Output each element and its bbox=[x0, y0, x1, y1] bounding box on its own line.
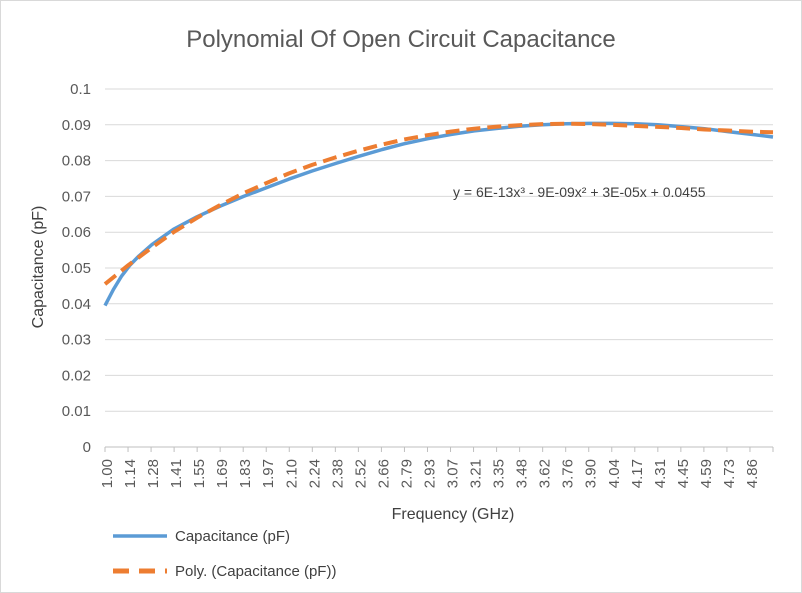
x-tick-label: 4.73 bbox=[721, 459, 738, 488]
y-tick-label: 0.04 bbox=[62, 296, 91, 313]
grid-lines bbox=[105, 88, 773, 412]
y-tick-labels: 0 0.01 0.02 0.03 0.04 0.05 0.06 0.07 0.08 0.09 0.1 bbox=[62, 81, 91, 456]
y-tick-label: 0.05 bbox=[62, 260, 91, 277]
y-tick-label: 0.1 bbox=[70, 81, 91, 98]
x-tick-label: 2.24 bbox=[306, 459, 323, 488]
x-tick-label: 4.45 bbox=[675, 459, 692, 488]
x-tick-label: 1.97 bbox=[260, 459, 277, 488]
y-axis-label: Capacitance (pF) bbox=[30, 206, 47, 329]
x-tick-label: 2.79 bbox=[398, 459, 415, 488]
x-tick-label: 1.41 bbox=[168, 459, 185, 488]
x-tick-label: 2.38 bbox=[329, 459, 346, 488]
legend-label: Poly. (Capacitance (pF)) bbox=[175, 563, 336, 580]
x-tick-label: 4.59 bbox=[698, 459, 715, 488]
x-tick-label: 2.66 bbox=[375, 459, 392, 488]
series-line-poly-trendline bbox=[103, 121, 774, 286]
x-tick-label: 3.35 bbox=[491, 459, 508, 488]
x-tick-label: 3.76 bbox=[560, 459, 577, 488]
series-lines bbox=[103, 121, 774, 307]
legend-label: Capacitance (pF) bbox=[175, 528, 290, 545]
x-tick-label: 3.48 bbox=[514, 459, 531, 488]
x-tick-label: 1.14 bbox=[122, 459, 139, 488]
y-tick-label: 0.08 bbox=[62, 153, 91, 170]
y-tick-label: 0.06 bbox=[62, 224, 91, 241]
x-tick-label: 2.93 bbox=[421, 459, 438, 488]
x-tick-label: 4.04 bbox=[606, 459, 623, 488]
x-tick-label: 2.10 bbox=[283, 459, 300, 488]
x-tick-label: 1.28 bbox=[145, 459, 162, 488]
x-tick-label: 3.62 bbox=[537, 459, 554, 488]
y-tick-label: 0.01 bbox=[62, 403, 91, 420]
x-tick-label: 2.52 bbox=[352, 459, 369, 488]
x-tick-label: 3.90 bbox=[583, 459, 600, 488]
x-tick-label: 1.83 bbox=[237, 459, 254, 488]
x-tick-label: 1.55 bbox=[191, 459, 208, 488]
chart-title: Polynomial Of Open Circuit Capacitance bbox=[186, 26, 616, 53]
y-tick-label: 0 bbox=[83, 439, 91, 456]
x-axis-label: Frequency (GHz) bbox=[392, 506, 515, 523]
y-tick-label: 0.02 bbox=[62, 367, 91, 384]
series-line-capacitance bbox=[103, 121, 774, 307]
x-tick-label: 1.69 bbox=[214, 459, 231, 488]
x-tick-label: 3.07 bbox=[445, 459, 462, 488]
y-tick-label: 0.07 bbox=[62, 188, 91, 205]
x-tick-label: 4.86 bbox=[744, 459, 761, 488]
x-tick-label: 3.21 bbox=[468, 459, 485, 488]
x-tick-label: 1.00 bbox=[99, 459, 116, 488]
legend: Capacitance (pF) Poly. (Capacitance (pF)) bbox=[113, 528, 336, 580]
x-tick-label: 4.31 bbox=[652, 459, 669, 488]
x-tick-labels: 1.00 1.14 1.28 1.41 1.55 1.69 1.83 1.97 2.10 2.24… bbox=[99, 447, 774, 488]
y-tick-label: 0.03 bbox=[62, 332, 91, 349]
x-tick-label: 4.17 bbox=[629, 459, 646, 488]
trendline-equation: y = 6E-13x³ - 9E-09x² + 3E-05x + 0.0455 bbox=[453, 184, 706, 200]
y-tick-label: 0.09 bbox=[62, 117, 91, 134]
